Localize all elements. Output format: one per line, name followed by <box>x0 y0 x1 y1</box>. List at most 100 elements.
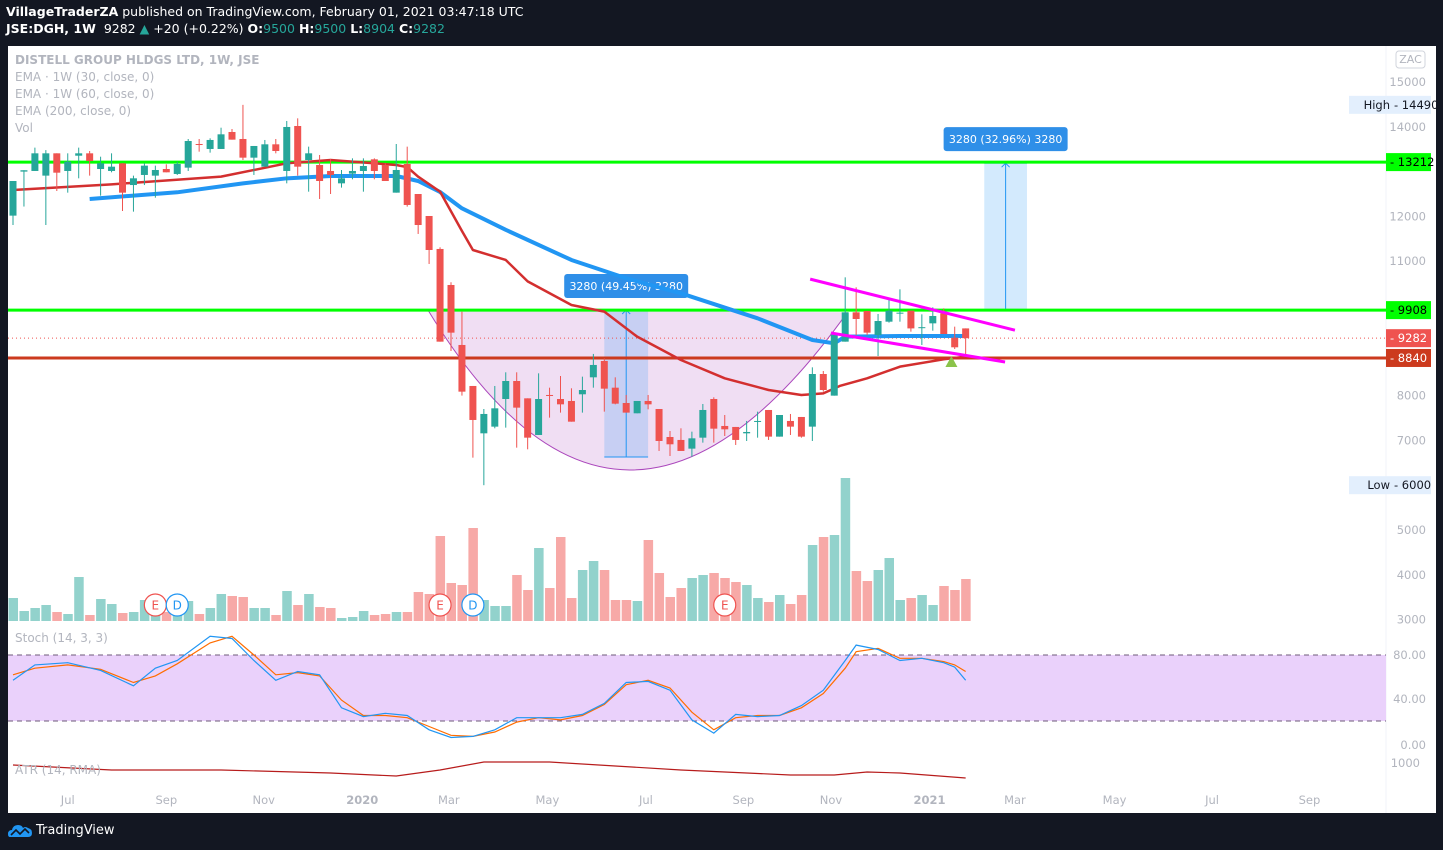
candle <box>75 147 83 179</box>
volume-bar <box>654 573 665 621</box>
candle-body <box>195 144 203 146</box>
volume-bar <box>52 612 62 621</box>
candle-body <box>797 416 805 437</box>
candle <box>195 138 203 152</box>
candle-body <box>436 248 444 342</box>
candle-body <box>524 398 532 438</box>
currency-badge[interactable] <box>1395 50 1426 69</box>
legend-stoch[interactable]: Stoch (14, 3, 3) <box>15 631 108 645</box>
candle-body <box>622 402 630 413</box>
candle-body <box>666 436 674 445</box>
price-tick: 5000 <box>1397 523 1426 537</box>
candle <box>31 147 39 171</box>
candle <box>316 154 324 199</box>
candle-body <box>162 169 170 173</box>
event-earnings-icon[interactable] <box>713 593 737 617</box>
volume-bar <box>139 600 150 621</box>
event-label: D <box>468 599 477 613</box>
volume-bar <box>588 561 599 621</box>
candle <box>513 372 521 448</box>
time-tick: Sep <box>155 793 177 807</box>
candle <box>447 282 455 351</box>
volume-bar <box>753 598 763 621</box>
price-tick: 4000 <box>1397 568 1426 582</box>
time-tick: 2020 <box>346 793 378 807</box>
volume-bar <box>862 581 873 621</box>
candle <box>765 409 773 440</box>
volume-bar <box>161 612 172 621</box>
event-dividend-icon[interactable] <box>461 593 485 617</box>
tradingview-logo[interactable]: TradingView <box>8 822 115 838</box>
price-tick: 11000 <box>1389 254 1426 268</box>
candle <box>359 158 367 192</box>
candle-body <box>732 426 740 440</box>
volume-bar <box>326 608 336 621</box>
stoch-tick: 40.00 <box>1393 692 1426 706</box>
candle <box>129 175 137 212</box>
author-name[interactable]: VillageTraderZA <box>6 4 119 19</box>
legend-vol[interactable]: Vol <box>15 121 33 135</box>
volume-bar <box>577 570 588 621</box>
candle-body <box>316 165 324 182</box>
candle <box>108 153 116 173</box>
candle-body <box>217 134 225 149</box>
candle <box>327 158 335 194</box>
symbol-label: JSE:DGH, 1W <box>6 21 96 36</box>
legend-ema200[interactable]: EMA (200, close, 0) <box>15 104 132 118</box>
volume-bar <box>534 548 544 621</box>
volume-bar <box>785 604 796 621</box>
candle <box>655 408 663 451</box>
event-dividend-icon[interactable] <box>165 593 189 617</box>
open-label: O: <box>247 21 264 36</box>
candle-body <box>261 144 269 167</box>
candle <box>250 145 258 175</box>
chart-title: DISTELL GROUP HLDGS LTD, 1W, JSE <box>15 53 260 67</box>
candle <box>776 414 783 437</box>
volume-bar <box>85 615 95 621</box>
candle <box>392 144 400 193</box>
event-earnings-icon[interactable] <box>428 593 452 617</box>
candle-body <box>633 400 641 414</box>
open-value: 9500 <box>263 21 295 36</box>
candle-body <box>250 145 258 158</box>
volume-bar <box>63 614 73 621</box>
low-label-bg <box>1349 476 1431 495</box>
candle <box>228 128 236 140</box>
volume-bar <box>19 611 29 621</box>
price-change: +20 (+0.22%) <box>153 21 244 36</box>
low-label: L: <box>350 21 364 36</box>
candle-body <box>305 153 313 160</box>
candle <box>896 289 904 322</box>
candle <box>9 181 17 226</box>
candle-body <box>20 170 28 172</box>
volume-bar <box>599 570 610 621</box>
legend-ema60[interactable]: EMA · 1W (60, close, 0) <box>15 87 155 101</box>
volume-bar <box>796 595 807 621</box>
cup-arc <box>427 309 848 471</box>
legend-atr[interactable]: ATR (14, RMA) <box>15 763 101 777</box>
candle <box>119 163 126 212</box>
stoch-tick: 80.00 <box>1393 648 1426 662</box>
candle-body <box>776 414 783 437</box>
candle <box>589 353 597 388</box>
candle-body <box>754 420 762 422</box>
volume-bar <box>731 582 741 621</box>
legend-ema30[interactable]: EMA · 1W (30, close, 0) <box>15 70 155 84</box>
price-tick: 3000 <box>1397 613 1426 627</box>
candle <box>294 118 302 176</box>
stoch-band <box>8 655 1386 721</box>
volume-bar <box>884 558 894 621</box>
candle-body <box>53 153 61 173</box>
candle <box>370 158 378 180</box>
price-tick: 7000 <box>1397 433 1426 447</box>
candle-body <box>31 153 39 171</box>
currency-label: ZAC <box>1399 53 1422 66</box>
candle <box>754 411 762 438</box>
trendline[interactable] <box>830 331 1006 364</box>
trendline[interactable] <box>809 277 1016 332</box>
candle <box>53 153 61 191</box>
candle-body <box>567 400 575 422</box>
volume-bar <box>337 618 347 621</box>
level-price-tag: - 8840 <box>1390 351 1427 365</box>
